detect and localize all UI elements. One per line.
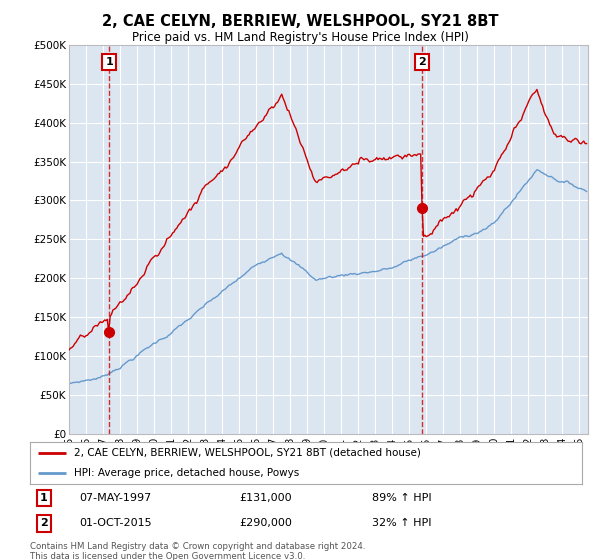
Text: 32% ↑ HPI: 32% ↑ HPI [372, 519, 432, 529]
Text: 2, CAE CELYN, BERRIEW, WELSHPOOL, SY21 8BT: 2, CAE CELYN, BERRIEW, WELSHPOOL, SY21 8… [102, 14, 498, 29]
Text: 2: 2 [418, 57, 426, 67]
Text: Contains HM Land Registry data © Crown copyright and database right 2024.
This d: Contains HM Land Registry data © Crown c… [30, 542, 365, 560]
Text: 89% ↑ HPI: 89% ↑ HPI [372, 493, 432, 503]
Text: Price paid vs. HM Land Registry's House Price Index (HPI): Price paid vs. HM Land Registry's House … [131, 31, 469, 44]
Text: 2, CAE CELYN, BERRIEW, WELSHPOOL, SY21 8BT (detached house): 2, CAE CELYN, BERRIEW, WELSHPOOL, SY21 8… [74, 448, 421, 458]
Text: 2: 2 [40, 519, 47, 529]
Text: £131,000: £131,000 [240, 493, 292, 503]
Text: HPI: Average price, detached house, Powys: HPI: Average price, detached house, Powy… [74, 468, 299, 478]
Text: 07-MAY-1997: 07-MAY-1997 [80, 493, 152, 503]
Text: 01-OCT-2015: 01-OCT-2015 [80, 519, 152, 529]
Text: £290,000: £290,000 [240, 519, 293, 529]
Text: 1: 1 [40, 493, 47, 503]
Text: 1: 1 [106, 57, 113, 67]
